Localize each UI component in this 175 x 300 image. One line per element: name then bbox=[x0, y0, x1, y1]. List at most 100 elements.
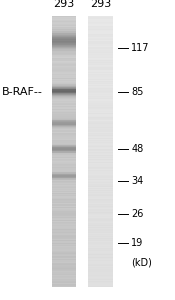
Bar bbox=[52, 282, 76, 283]
Bar bbox=[88, 39, 113, 40]
Bar bbox=[88, 207, 113, 208]
Bar bbox=[88, 206, 113, 207]
Bar bbox=[52, 139, 76, 140]
Bar bbox=[52, 206, 76, 207]
Bar bbox=[88, 200, 113, 201]
Bar bbox=[52, 78, 76, 79]
Bar bbox=[52, 92, 76, 93]
Bar bbox=[52, 89, 76, 90]
Bar bbox=[52, 76, 76, 77]
Bar bbox=[52, 159, 76, 160]
Bar bbox=[88, 235, 113, 236]
Bar bbox=[52, 175, 76, 176]
Bar bbox=[52, 250, 76, 251]
Bar bbox=[52, 86, 76, 87]
Bar bbox=[52, 240, 76, 241]
Bar bbox=[88, 55, 113, 56]
Bar bbox=[88, 102, 113, 103]
Bar bbox=[52, 38, 76, 39]
Bar bbox=[88, 19, 113, 20]
Bar bbox=[52, 153, 76, 154]
Bar bbox=[88, 89, 113, 90]
Bar bbox=[88, 87, 113, 88]
Bar bbox=[52, 177, 76, 178]
Bar bbox=[88, 266, 113, 267]
Bar bbox=[52, 53, 76, 54]
Bar bbox=[88, 45, 113, 46]
Bar bbox=[88, 142, 113, 143]
Bar bbox=[52, 221, 76, 222]
Bar bbox=[52, 166, 76, 167]
Bar bbox=[52, 156, 76, 157]
Bar bbox=[88, 141, 113, 142]
Bar bbox=[52, 258, 76, 259]
Bar bbox=[52, 132, 76, 133]
Bar bbox=[52, 276, 76, 277]
Bar bbox=[52, 88, 76, 89]
Bar bbox=[88, 27, 113, 28]
Bar bbox=[52, 211, 76, 212]
Bar bbox=[88, 142, 113, 143]
Bar bbox=[52, 107, 76, 108]
Bar bbox=[88, 72, 113, 73]
Bar bbox=[88, 274, 113, 275]
Bar bbox=[52, 203, 76, 204]
Bar bbox=[88, 33, 113, 34]
Bar bbox=[88, 44, 113, 45]
Bar bbox=[88, 169, 113, 170]
Bar bbox=[52, 59, 76, 60]
Bar bbox=[88, 140, 113, 141]
Bar bbox=[88, 98, 113, 99]
Bar bbox=[88, 214, 113, 215]
Bar bbox=[52, 104, 76, 105]
Bar bbox=[52, 103, 76, 104]
Bar bbox=[88, 283, 113, 284]
Bar bbox=[52, 28, 76, 29]
Bar bbox=[88, 95, 113, 96]
Bar bbox=[88, 234, 113, 235]
Bar bbox=[88, 269, 113, 270]
Bar bbox=[88, 99, 113, 100]
Bar bbox=[88, 153, 113, 154]
Bar bbox=[52, 278, 76, 279]
Bar bbox=[52, 45, 76, 46]
Bar bbox=[52, 147, 76, 148]
Bar bbox=[52, 30, 76, 31]
Bar bbox=[52, 105, 76, 106]
Bar bbox=[88, 112, 113, 113]
Bar bbox=[88, 133, 113, 134]
Bar bbox=[88, 215, 113, 216]
Bar bbox=[52, 18, 76, 19]
Bar bbox=[52, 151, 76, 152]
Bar bbox=[52, 141, 76, 142]
Bar bbox=[52, 134, 76, 135]
Bar bbox=[88, 149, 113, 150]
Bar bbox=[88, 81, 113, 82]
Bar bbox=[52, 256, 76, 257]
Bar bbox=[88, 104, 113, 105]
Bar bbox=[88, 66, 113, 67]
Bar bbox=[52, 205, 76, 206]
Bar bbox=[52, 252, 76, 253]
Bar bbox=[88, 192, 113, 193]
Bar bbox=[88, 71, 113, 72]
Bar bbox=[52, 95, 76, 96]
Bar bbox=[88, 74, 113, 75]
Bar bbox=[52, 44, 76, 45]
Bar bbox=[88, 60, 113, 61]
Bar bbox=[52, 27, 76, 28]
Bar bbox=[52, 228, 76, 229]
Bar bbox=[52, 213, 76, 214]
Bar bbox=[88, 80, 113, 81]
Bar bbox=[88, 108, 113, 109]
Bar bbox=[88, 145, 113, 146]
Bar bbox=[88, 135, 113, 136]
Bar bbox=[52, 59, 76, 60]
Bar bbox=[52, 167, 76, 168]
Bar bbox=[52, 229, 76, 230]
Bar bbox=[52, 190, 76, 191]
Bar bbox=[52, 167, 76, 168]
Bar bbox=[88, 213, 113, 214]
Bar bbox=[88, 28, 113, 29]
Bar bbox=[88, 31, 113, 32]
